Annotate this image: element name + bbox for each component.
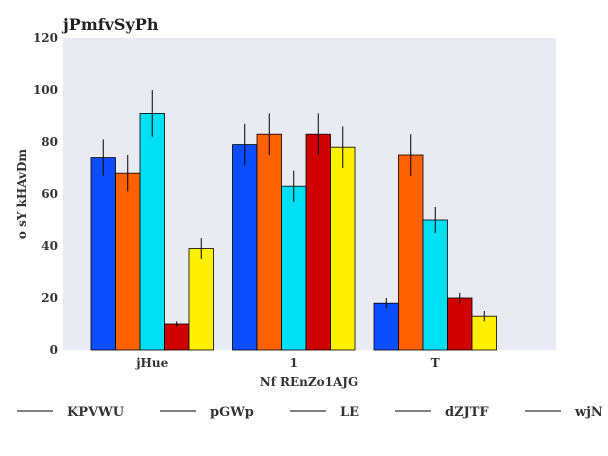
chart-title: jPmfvSyPh bbox=[61, 15, 159, 34]
y-tick-label: 100 bbox=[33, 83, 58, 97]
legend: KPVWU pGWp LE dZJTF wjN bbox=[17, 405, 603, 420]
x-tick-label: 1 bbox=[290, 356, 298, 370]
legend-label-dZJTF: dZJTF bbox=[445, 405, 489, 420]
y-tick-label: 80 bbox=[41, 135, 58, 149]
bar-KPVWU-1 bbox=[232, 144, 258, 351]
bar-pGWp-1 bbox=[256, 133, 282, 351]
bar-wjN-1 bbox=[330, 146, 356, 351]
legend-label-LE: LE bbox=[340, 405, 359, 420]
error-bars-group bbox=[102, 90, 485, 327]
bar-pGWp-T bbox=[398, 154, 424, 351]
x-axis-ticks: jHue 1 T bbox=[135, 356, 440, 370]
legend-label-wjN: wjN bbox=[574, 405, 603, 420]
bar-wjN-jHue bbox=[188, 248, 214, 351]
y-tick-label: 60 bbox=[41, 187, 58, 201]
bar-KPVWU-T bbox=[373, 302, 399, 351]
legend-label-KPVWU: KPVWU bbox=[67, 405, 125, 420]
x-tick-label: jHue bbox=[135, 356, 168, 370]
bar-dZJTF-jHue bbox=[164, 323, 190, 351]
x-axis-label: Nf REnZo1AJG bbox=[260, 375, 359, 389]
y-tick-label: 120 bbox=[33, 31, 58, 45]
y-tick-label: 0 bbox=[50, 343, 58, 357]
bar-LE-T bbox=[422, 219, 448, 351]
legend-label-pGWp: pGWp bbox=[210, 405, 254, 420]
y-tick-label: 40 bbox=[41, 239, 58, 253]
y-tick-label: 20 bbox=[41, 291, 58, 305]
x-tick-label: T bbox=[431, 356, 440, 370]
bar-KPVWU-jHue bbox=[90, 157, 116, 351]
bars-group bbox=[90, 113, 497, 351]
bar-dZJTF-T bbox=[447, 297, 473, 351]
bar-dZJTF-1 bbox=[305, 133, 331, 351]
bar-LE-jHue bbox=[139, 113, 165, 351]
bar-wjN-T bbox=[471, 315, 497, 351]
y-axis-label: o sY kHAvDm bbox=[15, 149, 29, 240]
y-axis-ticks: 0 20 40 60 80 100 120 bbox=[33, 31, 58, 357]
bar-LE-1 bbox=[281, 185, 307, 351]
bar-pGWp-jHue bbox=[115, 172, 141, 351]
